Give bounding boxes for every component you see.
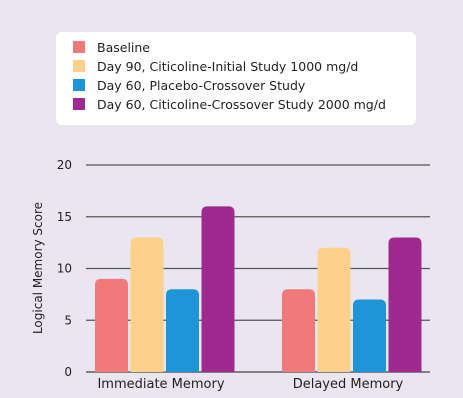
legend-swatch [73,79,85,91]
y-axis-ticks: 0 5 10 15 20 [57,158,72,379]
legend-label: Day 90, Citicoline-Initial Study 1000 mg… [97,59,358,74]
legend: Baseline Day 90, Citicoline-Initial Study… [73,40,386,112]
bar [282,289,315,372]
y-tick-label: 0 [64,365,72,379]
x-axis-categories: Immediate Memory Delayed Memory [97,377,403,392]
x-category-label: Delayed Memory [293,377,404,392]
legend-swatch [73,41,85,53]
bar [353,299,386,372]
y-tick-label: 10 [57,262,72,276]
y-tick-label: 5 [64,313,72,327]
bar [388,237,422,372]
bar [201,206,235,372]
x-category-label: Immediate Memory [97,377,224,392]
legend-swatch [73,98,85,110]
legend-label: Day 60, Citicoline-Crossover Study 2000 … [97,97,386,112]
y-axis-title: Logical Memory Score [31,202,45,334]
bar [317,247,351,372]
legend-swatch [73,60,85,72]
legend-box [56,32,416,125]
bar [95,278,128,372]
bar [130,237,164,372]
bars [95,206,422,372]
bar [166,289,199,372]
legend-label: Baseline [97,40,150,55]
y-tick-label: 20 [57,158,72,172]
y-tick-label: 15 [57,210,72,224]
legend-label: Day 60, Placebo-Crossover Study [97,78,306,93]
